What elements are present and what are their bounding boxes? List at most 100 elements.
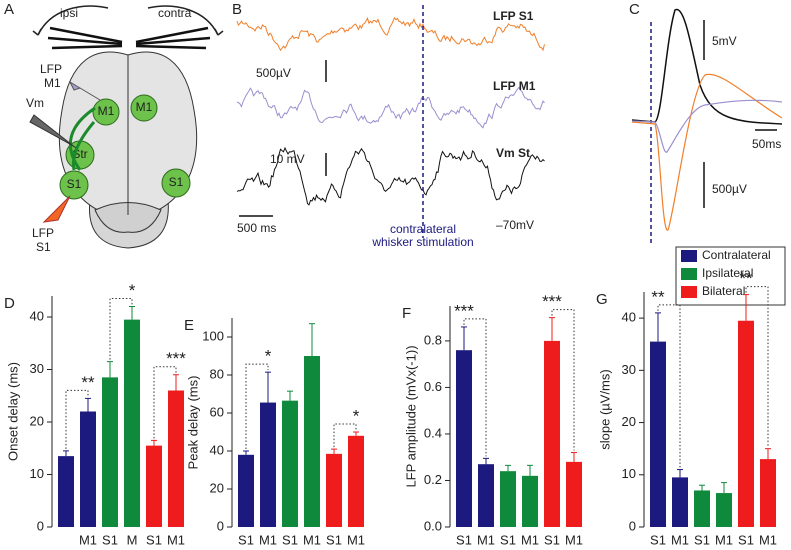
label-contra: contra <box>158 6 192 20</box>
y-tick-label: 10 <box>30 466 44 481</box>
trace-label: LFP S1 <box>493 9 534 23</box>
x-tick-label: M1 <box>715 532 733 547</box>
legend-swatch <box>681 286 697 298</box>
y-tick-label: 0 <box>629 518 636 533</box>
cerebellum <box>94 202 162 233</box>
y-tick-label: 20 <box>30 413 44 428</box>
significance-label: *** <box>542 292 562 311</box>
region-label: M1 <box>98 104 115 118</box>
scale-label: 500µV <box>712 182 747 196</box>
label-lfp-s1: LFP <box>32 226 54 240</box>
y-axis-label: slope (µV/ms) <box>597 369 612 449</box>
x-tick-label: M1 <box>303 532 321 547</box>
bar <box>168 390 184 527</box>
region-label: S1 <box>67 177 82 191</box>
arrowhead <box>214 28 224 36</box>
y-tick-label: 30 <box>622 362 636 377</box>
y-tick-label: 40 <box>210 442 224 457</box>
bar <box>500 471 516 527</box>
scale-label: 500 ms <box>237 221 276 235</box>
bar <box>146 445 162 527</box>
panel-a: A ipsi contra M1 M1 Str S1 S1 LFP M1 Vm … <box>4 1 224 254</box>
x-tick-label: S1 <box>650 532 666 547</box>
trace-lfp-m1 <box>236 86 545 129</box>
x-tick-label: S1 <box>238 532 254 547</box>
trace-label: Vm St <box>496 146 530 160</box>
bar <box>760 459 776 527</box>
bar <box>650 341 666 527</box>
bar <box>566 461 582 527</box>
whiskers <box>47 26 211 50</box>
legend-swatch <box>681 250 697 262</box>
y-tick-label: 0.0 <box>424 518 442 533</box>
panel-letter: G <box>596 291 608 308</box>
scale-label: 500µV <box>256 66 291 80</box>
x-tick-label: M1 <box>79 532 97 547</box>
significance-bracket <box>65 389 89 449</box>
y-tick-label: 30 <box>30 361 44 376</box>
trace-label: LFP M1 <box>493 79 536 93</box>
bar <box>102 377 118 527</box>
y-tick-label: 0.6 <box>424 379 442 394</box>
bar <box>260 402 276 527</box>
arrowhead <box>32 28 42 36</box>
bar <box>738 320 754 527</box>
significance-label: * <box>265 347 272 366</box>
trace-vm <box>631 8 783 125</box>
x-tick-label: M1 <box>521 532 539 547</box>
panel-letter: A <box>4 1 14 18</box>
x-tick-label: S1 <box>326 532 342 547</box>
y-tick-label: 0.2 <box>424 472 442 487</box>
y-axis-label: Onset delay (ms) <box>5 362 20 461</box>
significance-bracket <box>551 309 575 451</box>
legend: Contralateral Ipsilateral Bilateral <box>675 246 786 306</box>
panel-c: C 5mV 50ms 500µV <box>629 1 783 243</box>
y-tick-label: 20 <box>210 480 224 495</box>
trace-vm-st <box>236 146 545 206</box>
x-tick-label: M1 <box>477 532 495 547</box>
trace-lfp-s1 <box>236 16 545 52</box>
legend-label: Contralateral <box>702 248 771 262</box>
x-tick-label: S1 <box>456 532 472 547</box>
y-axis-label: Peak delay (ms) <box>185 376 200 470</box>
label-lfp-m1: LFP <box>40 62 62 76</box>
y-tick-label: 40 <box>30 308 44 323</box>
x-tick-label: M1 <box>347 532 365 547</box>
x-tick-label: S1 <box>282 532 298 547</box>
y-tick-label: 0 <box>37 518 44 533</box>
bar <box>124 319 140 527</box>
x-tick-label: M1 <box>167 532 185 547</box>
scale-label: 5mV <box>712 34 737 48</box>
significance-label: ** <box>81 373 95 392</box>
significance-bracket <box>333 423 357 448</box>
x-tick-label: S1 <box>694 532 710 547</box>
electrode-vm <box>29 114 77 149</box>
bar <box>478 464 494 527</box>
x-tick-label: M <box>127 532 138 547</box>
panel-b: B LFP S1 LFP M1 Vm St 500µV 10 mV 500 ms… <box>232 1 545 249</box>
y-tick-label: 80 <box>210 366 224 381</box>
y-tick-label: 60 <box>210 404 224 419</box>
x-tick-label: S1 <box>500 532 516 547</box>
y-axis-label: LFP amplitude (mVx(-1)) <box>403 345 418 487</box>
legend-swatch <box>681 268 697 280</box>
x-tick-label: M1 <box>259 532 277 547</box>
bar <box>80 411 96 527</box>
bar <box>58 456 74 527</box>
label-lfp-s1: S1 <box>36 240 51 254</box>
significance-label: *** <box>454 301 474 320</box>
bar <box>544 340 560 527</box>
arrow-contra <box>147 5 219 36</box>
bar <box>282 400 298 527</box>
stim-label: contralateral <box>390 222 456 236</box>
y-tick-label: 10 <box>622 466 636 481</box>
y-tick-label: 0.4 <box>424 425 442 440</box>
x-tick-label: M1 <box>671 532 689 547</box>
regions <box>59 94 191 200</box>
legend-label: Ipsilateral <box>702 266 753 280</box>
bar <box>522 475 538 527</box>
significance-label: ** <box>739 269 753 288</box>
bar <box>304 356 320 527</box>
scale-label: 10 mV <box>270 152 305 166</box>
bar <box>326 453 342 527</box>
